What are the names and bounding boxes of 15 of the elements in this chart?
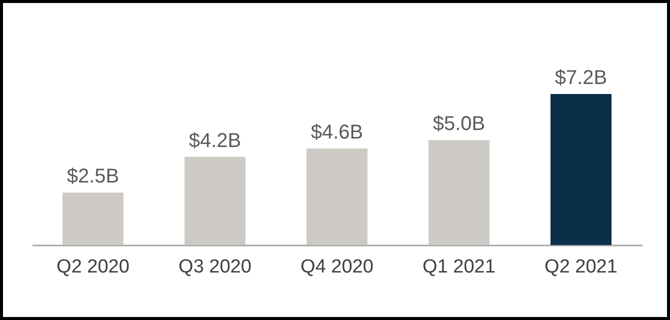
data-label: $2.5B [66, 166, 120, 188]
bar [184, 156, 246, 245]
x-tick-label: Q1 2021 [422, 256, 496, 278]
data-label: $4.6B [310, 122, 364, 144]
data-label: $4.2B [188, 130, 242, 152]
x-tick-label: Q3 2020 [178, 256, 252, 278]
x-tick-label: Q2 2020 [56, 256, 130, 278]
x-tick-label: Q2 2021 [544, 256, 618, 278]
data-label: $7.2B [554, 67, 608, 89]
data-label: $5.0B [432, 113, 486, 136]
bar [306, 148, 368, 245]
x-tick-label: Q4 2020 [300, 256, 374, 278]
bar [428, 140, 490, 245]
bar [550, 94, 612, 245]
bar [62, 192, 124, 245]
